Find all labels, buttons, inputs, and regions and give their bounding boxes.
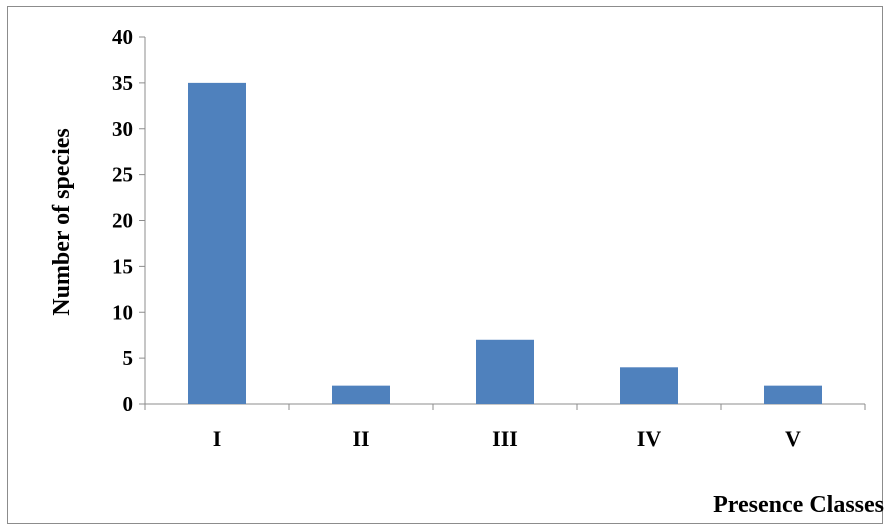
y-tick-label: 20 [112, 209, 133, 233]
x-axis-title: Presence Classes [713, 492, 884, 518]
x-tick-label: IV [637, 426, 662, 451]
bar-V [764, 385, 822, 404]
bar-I [188, 82, 246, 404]
y-tick-label: 5 [123, 346, 134, 370]
y-axis-title: Number of species [49, 128, 75, 316]
y-tick-label: 10 [112, 300, 133, 324]
x-tick-label: II [352, 426, 369, 451]
x-tick-label: V [785, 426, 801, 451]
x-tick-labels: I II III IV V [213, 426, 801, 451]
y-tick-labels: 0 5 10 15 20 25 30 35 40 [112, 25, 133, 416]
bar-II [332, 385, 390, 404]
bars [188, 82, 822, 404]
y-tick-label: 40 [112, 25, 133, 49]
y-tick-label: 25 [112, 163, 133, 187]
y-tick-label: 15 [112, 254, 133, 278]
x-tick-label: I [213, 426, 222, 451]
chart-frame [7, 6, 883, 524]
y-tick-label: 0 [123, 392, 134, 416]
y-axis [139, 36, 146, 405]
x-axis [144, 403, 866, 410]
y-tick-label: 30 [112, 117, 133, 141]
x-tick-label: III [492, 426, 518, 451]
y-tick-label: 35 [112, 71, 133, 95]
bar-III [476, 339, 534, 404]
bar-IV [620, 367, 678, 404]
